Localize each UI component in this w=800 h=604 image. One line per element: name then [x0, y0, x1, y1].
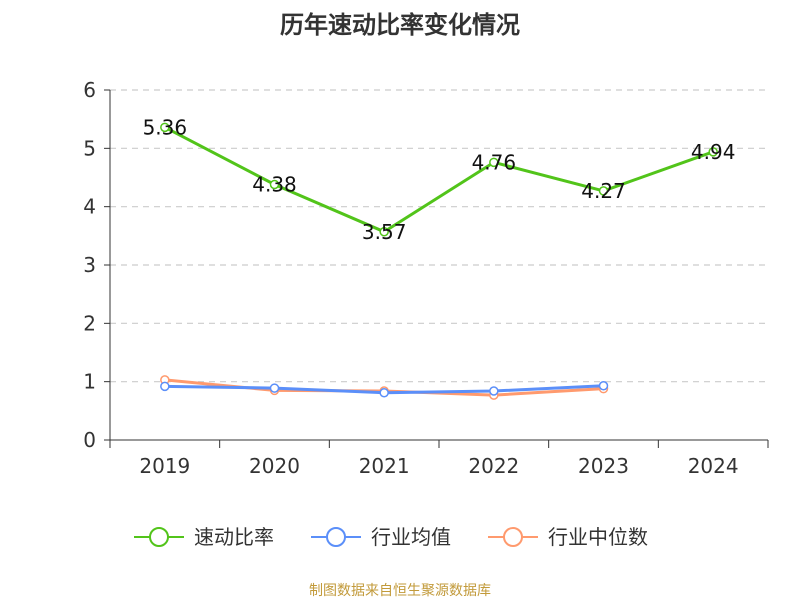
- data-label: 3.57: [362, 220, 407, 244]
- data-point: [708, 147, 718, 157]
- x-tick-label: 2023: [578, 454, 629, 478]
- y-tick-label: 5: [83, 136, 96, 160]
- y-tick-label: 3: [83, 253, 96, 277]
- legend: 速动比率 行业均值 行业中位数: [134, 525, 648, 549]
- data-point: [598, 381, 609, 391]
- data-label: 4.76: [472, 150, 517, 174]
- legend-item: 行业中位数: [488, 525, 648, 549]
- axis-layer: 0 1 2 3 4 5 6 2019 2020 2021 2022 2023 2024: [83, 78, 769, 478]
- data-point: [160, 381, 170, 392]
- data-point: [598, 186, 609, 196]
- legend-item: 速动比率: [134, 525, 274, 549]
- data-point: [489, 386, 499, 396]
- data-point: [379, 227, 389, 237]
- legend-label: 行业均值: [371, 525, 451, 549]
- legend-swatch-marker: [149, 527, 169, 547]
- data-point: [269, 179, 280, 190]
- data-label: 4.38: [252, 173, 297, 197]
- data-label: 4.94: [691, 140, 736, 164]
- grid-layer: [110, 89, 768, 383]
- legend-swatch-marker: [503, 527, 523, 547]
- data-point: [160, 122, 170, 133]
- legend-label: 行业中位数: [548, 525, 648, 549]
- source-caption: 制图数据来自恒生聚源数据库: [309, 583, 491, 599]
- x-tick-label: 2020: [249, 454, 300, 478]
- data-label: 5.36: [143, 115, 188, 139]
- series-line: [164, 126, 714, 234]
- legend-item: 行业均值: [311, 525, 451, 549]
- x-tick-label: 2024: [688, 454, 739, 478]
- data-point: [489, 157, 499, 168]
- y-tick-label: 0: [83, 428, 96, 452]
- y-tick-label: 2: [83, 311, 96, 335]
- y-tick-label: 4: [83, 195, 96, 219]
- series-1: [160, 122, 718, 237]
- legend-label: 速动比率: [194, 525, 274, 549]
- y-tick-label: 1: [83, 370, 96, 394]
- y-tick-label: 6: [83, 78, 96, 102]
- chart-title: 历年速动比率变化情况: [280, 11, 520, 39]
- x-tick-label: 2019: [139, 454, 190, 478]
- data-point: [269, 383, 280, 393]
- legend-swatch-marker: [326, 527, 346, 547]
- x-tick-label: 2021: [359, 454, 410, 478]
- label-layer: 5.36 4.38 3.57 4.76 4.27 4.94: [143, 115, 736, 243]
- series-2: [160, 381, 609, 398]
- series-layer: [160, 122, 718, 400]
- data-point: [379, 388, 389, 398]
- data-label: 4.27: [581, 179, 626, 203]
- x-tick-label: 2022: [468, 454, 519, 478]
